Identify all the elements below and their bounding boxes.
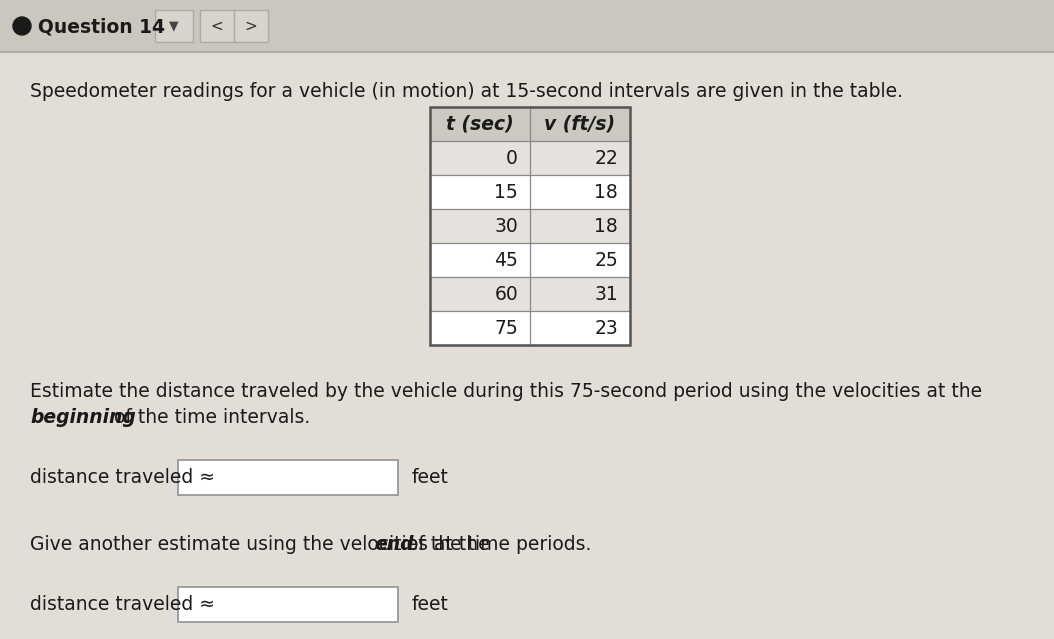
Text: 18: 18	[594, 183, 618, 201]
Text: ▼: ▼	[170, 20, 179, 33]
Bar	[200, 10, 268, 42]
Bar	[0, 0, 1054, 52]
Text: 30: 30	[494, 217, 518, 236]
Bar	[430, 107, 630, 141]
Text: <: <	[211, 19, 223, 33]
Text: feet: feet	[412, 595, 449, 614]
Bar	[430, 209, 630, 243]
Bar	[430, 277, 630, 311]
Text: distance traveled ≈: distance traveled ≈	[30, 468, 215, 487]
Text: 60: 60	[494, 284, 518, 304]
Text: end: end	[374, 535, 413, 554]
Bar	[430, 175, 630, 209]
Text: 75: 75	[494, 318, 518, 337]
Text: 18: 18	[594, 217, 618, 236]
Text: Speedometer readings for a vehicle (in motion) at 15-second intervals are given : Speedometer readings for a vehicle (in m…	[30, 82, 903, 101]
Bar	[178, 587, 398, 622]
Bar	[178, 460, 398, 495]
Bar	[430, 107, 630, 345]
Bar	[430, 141, 630, 175]
Text: Estimate the distance traveled by the vehicle during this 75-second period using: Estimate the distance traveled by the ve…	[30, 382, 982, 401]
Text: t (sec): t (sec)	[446, 114, 514, 134]
Text: feet: feet	[412, 468, 449, 487]
Text: Question 14: Question 14	[38, 17, 165, 36]
Text: beginning: beginning	[30, 408, 136, 427]
Text: 23: 23	[594, 318, 618, 337]
Text: 0: 0	[506, 148, 518, 167]
Text: distance traveled ≈: distance traveled ≈	[30, 595, 215, 614]
Bar	[430, 107, 630, 345]
Text: 31: 31	[594, 284, 618, 304]
Bar	[430, 243, 630, 277]
Text: 45: 45	[494, 250, 518, 270]
Text: >: >	[245, 19, 257, 33]
Text: 15: 15	[494, 183, 518, 201]
Text: 22: 22	[594, 148, 618, 167]
Bar	[430, 311, 630, 345]
Text: 25: 25	[594, 250, 618, 270]
Text: v (ft/s): v (ft/s)	[545, 114, 616, 134]
Text: of the time intervals.: of the time intervals.	[108, 408, 310, 427]
Text: Give another estimate using the velocities at the: Give another estimate using the velociti…	[30, 535, 495, 554]
Bar	[155, 10, 193, 42]
Text: of the time periods.: of the time periods.	[401, 535, 591, 554]
Circle shape	[13, 17, 31, 35]
